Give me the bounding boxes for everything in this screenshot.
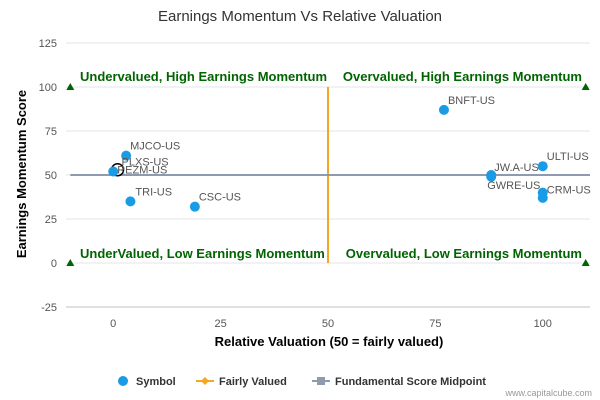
quadrant-top-left: Undervalued, High Earnings Momentum (80, 69, 327, 84)
data-point-label: ULTI-US (547, 151, 589, 163)
legend-fairly-valued-label: Fairly Valued (219, 376, 287, 388)
data-point-label: PLXS-US (122, 157, 169, 169)
corner-marker (581, 83, 590, 90)
x-tick-label: 50 (322, 318, 334, 330)
corner-marker (66, 259, 75, 266)
data-point[interactable] (121, 150, 132, 161)
x-tick-label: 0 (110, 318, 116, 330)
corner-marker (66, 83, 75, 90)
y-axis-ticks: 125 100 75 50 25 0 -25 (39, 38, 57, 314)
y-tick-label: 100 (39, 82, 57, 94)
x-axis-title: Relative Valuation (50 = fairly valued) (215, 334, 444, 349)
legend-item-midpoint[interactable]: Fundamental Score Midpoint (312, 376, 486, 388)
data-point[interactable] (537, 192, 548, 203)
legend-midpoint-marker (317, 377, 325, 385)
data-point-label: MJCO-US (130, 141, 180, 153)
legend-item-symbol[interactable]: Symbol (118, 376, 176, 388)
quadrant-bottom-left: UnderValued, Low Earnings Momentum (80, 246, 325, 261)
credit-text[interactable]: www.capitalcube.com (504, 388, 592, 398)
y-tick-label: -25 (41, 302, 57, 314)
legend-symbol-label: Symbol (136, 376, 176, 388)
legend-midpoint-label: Fundamental Score Midpoint (335, 376, 486, 388)
corner-markers (66, 83, 590, 266)
legend-fairly-valued-marker (201, 377, 209, 385)
corner-marker (581, 259, 590, 266)
y-tick-label: 25 (45, 214, 57, 226)
data-point[interactable] (537, 161, 548, 172)
x-axis-ticks: 0 25 50 75 100 (110, 318, 552, 330)
data-point-label: TRI-US (135, 186, 172, 198)
y-tick-label: 75 (45, 126, 57, 138)
y-tick-label: 50 (45, 170, 57, 182)
legend: Symbol Fairly Valued Fundamental Score M… (118, 376, 486, 388)
legend-item-fairly-valued[interactable]: Fairly Valued (196, 376, 287, 388)
data-point-label: BNFT-US (448, 95, 495, 107)
data-point-label: CSC-US (199, 192, 241, 204)
chart-title: Earnings Momentum Vs Relative Valuation (158, 8, 442, 25)
y-tick-label: 0 (51, 258, 57, 270)
x-tick-label: 75 (429, 318, 441, 330)
data-point-label: REZM-US (117, 164, 167, 176)
data-point[interactable] (189, 201, 200, 212)
data-point-label: GWRE-US (487, 180, 540, 192)
quadrant-top-right: Overvalued, High Earnings Momentum (343, 69, 582, 84)
data-point-label: CRM-US (547, 185, 591, 197)
data-point[interactable] (486, 171, 497, 182)
x-tick-label: 25 (214, 318, 226, 330)
data-point-label: JW.A-US (494, 162, 539, 174)
y-axis-title: Earnings Momentum Score (14, 90, 29, 258)
quadrant-bottom-right: Overvalued, Low Earnings Momentum (346, 246, 582, 261)
legend-symbol-marker (118, 376, 128, 386)
data-point[interactable] (125, 196, 136, 207)
data-points (108, 104, 548, 212)
data-point[interactable] (108, 166, 119, 177)
data-point[interactable] (438, 104, 449, 115)
x-tick-label: 100 (534, 318, 552, 330)
y-tick-label: 125 (39, 38, 57, 50)
